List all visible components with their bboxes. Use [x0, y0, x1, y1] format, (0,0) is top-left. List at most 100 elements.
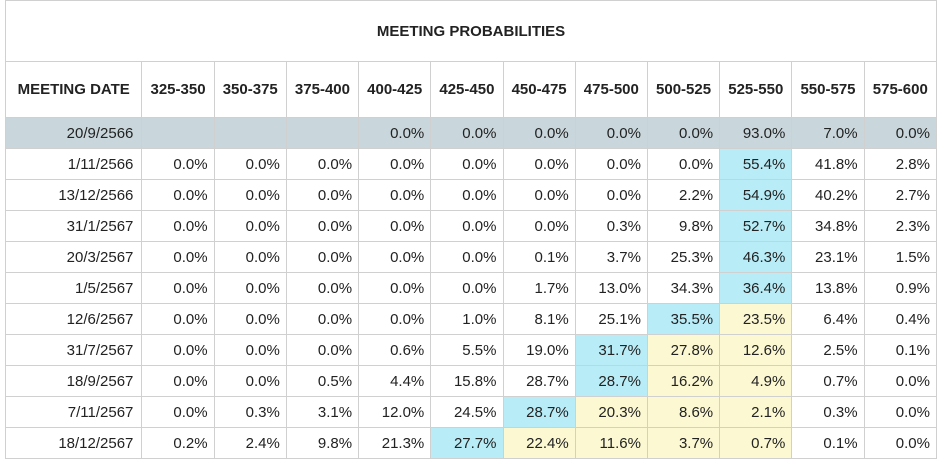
probability-cell: 0.0% [646, 117, 721, 149]
probability-cell: 0.9% [863, 272, 938, 304]
probability-cell: 4.9% [719, 365, 793, 397]
table-row: 31/1/2567 0.0% 0.0% 0.0% 0.0% 0.0% 0.0% 0.3% 9.8… [4, 210, 938, 242]
probability-cell: 0.0% [574, 148, 648, 180]
column-header-550-575: 550-575 [791, 61, 865, 118]
meeting-date-cell: 31/1/2567 [4, 210, 143, 242]
meeting-date-cell: 18/12/2567 [4, 427, 143, 459]
column-header-meeting-date: MEETING DATE [4, 61, 143, 118]
probability-cell: 8.1% [502, 303, 576, 335]
probability-cell: 2.5% [791, 334, 865, 366]
probability-cell: 24.5% [430, 396, 504, 428]
probability-cell: 0.0% [863, 365, 938, 397]
probability-cell: 3.7% [574, 241, 648, 273]
table-row: 18/9/2567 0.0% 0.0% 0.5% 4.4% 15.8% 28.7% 28.7%… [4, 365, 938, 397]
column-header-425-450: 425-450 [430, 61, 504, 118]
probability-cell: 1.7% [502, 272, 576, 304]
meeting-date-cell: 7/11/2567 [4, 396, 143, 428]
probability-cell: 28.7% [502, 365, 576, 397]
column-header-325-350: 325-350 [141, 61, 215, 118]
probability-cell: 93.0% [719, 117, 793, 149]
probability-cell: 2.8% [863, 148, 938, 180]
probability-cell: 0.0% [358, 241, 432, 273]
probability-cell: 0.0% [285, 148, 360, 180]
probability-cell: 0.0% [430, 117, 504, 149]
probability-cell: 5.5% [430, 334, 504, 366]
probability-cell: 0.0% [863, 117, 938, 149]
probability-cell: 13.0% [574, 272, 648, 304]
table-row: 18/12/2567 0.2% 2.4% 9.8% 21.3% 27.7% 22.4% 11.… [4, 427, 938, 459]
probability-cell: 0.0% [358, 303, 432, 335]
probability-cell: 6.4% [791, 303, 865, 335]
probability-cell: 2.2% [646, 179, 721, 211]
probability-cell: 16.2% [646, 365, 721, 397]
probability-cell: 0.1% [791, 427, 865, 459]
probability-cell: 0.0% [863, 427, 938, 459]
probability-cell: 0.0% [285, 272, 360, 304]
probability-cell: 36.4% [719, 272, 793, 304]
probability-cell: 35.5% [646, 303, 721, 335]
probability-cell: 0.4% [863, 303, 938, 335]
probability-cell: 0.0% [141, 210, 215, 242]
probability-cell: 0.0% [358, 148, 432, 180]
meeting-date-cell: 1/11/2566 [4, 148, 143, 180]
probability-cell: 0.0% [141, 241, 215, 273]
probability-cell: 25.3% [646, 241, 721, 273]
probability-cell: 0.0% [213, 241, 287, 273]
probability-cell: 0.6% [358, 334, 432, 366]
meeting-date-cell: 12/6/2567 [4, 303, 143, 335]
table-title: MEETING PROBABILITIES [5, 0, 937, 62]
meeting-probabilities-table: MEETING PROBABILITIES MEETING DATE 325-3… [4, 0, 938, 459]
table-row: 12/6/2567 0.0% 0.0% 0.0% 0.0% 1.0% 8.1% 25.1% 35… [4, 303, 938, 335]
probability-cell [213, 117, 287, 149]
column-header-400-425: 400-425 [358, 61, 432, 118]
probabilities-table-wrapper: MEETING PROBABILITIES MEETING DATE 325-3… [4, 0, 938, 459]
probability-cell: 3.7% [646, 427, 721, 459]
probability-cell: 0.0% [213, 210, 287, 242]
probability-cell [141, 117, 215, 149]
probability-cell: 9.8% [646, 210, 721, 242]
probability-cell: 22.4% [502, 427, 576, 459]
column-header-375-400: 375-400 [285, 61, 360, 118]
probability-cell: 0.0% [502, 210, 576, 242]
meeting-date-cell: 20/9/2566 [4, 117, 143, 149]
probability-cell: 20.3% [574, 396, 648, 428]
probability-cell: 25.1% [574, 303, 648, 335]
probability-cell: 0.0% [574, 117, 648, 149]
probability-cell: 34.8% [791, 210, 865, 242]
probability-cell: 28.7% [574, 365, 648, 397]
probability-cell: 0.7% [719, 427, 793, 459]
probability-cell: 0.0% [502, 179, 576, 211]
probability-cell: 34.3% [646, 272, 721, 304]
probability-cell: 27.8% [646, 334, 721, 366]
probability-cell: 0.0% [574, 179, 648, 211]
probability-cell: 15.8% [430, 365, 504, 397]
probability-cell: 2.7% [863, 179, 938, 211]
probability-cell: 0.0% [141, 334, 215, 366]
probability-cell: 9.8% [285, 427, 360, 459]
probability-cell: 0.7% [791, 365, 865, 397]
probability-cell: 23.1% [791, 241, 865, 273]
probability-cell: 0.0% [502, 117, 576, 149]
probability-cell: 0.0% [213, 365, 287, 397]
meeting-date-cell: 1/5/2567 [4, 272, 143, 304]
probability-cell: 0.1% [502, 241, 576, 273]
probability-cell: 0.0% [141, 303, 215, 335]
probability-cell: 0.0% [213, 272, 287, 304]
meeting-date-cell: 13/12/2566 [4, 179, 143, 211]
table-row: 1/5/2567 0.0% 0.0% 0.0% 0.0% 0.0% 1.7% 13.0% 34.… [4, 272, 938, 304]
probability-cell: 0.0% [863, 396, 938, 428]
probability-cell: 0.0% [430, 179, 504, 211]
meeting-date-cell: 31/7/2567 [4, 334, 143, 366]
table-body: 20/9/2566 0.0% 0.0% 0.0% 0.0% 0.0% 93.0% 7.0% 0.… [4, 117, 938, 459]
probability-cell: 0.2% [141, 427, 215, 459]
column-header-450-475: 450-475 [502, 61, 576, 118]
probability-cell: 13.8% [791, 272, 865, 304]
probability-cell: 0.5% [285, 365, 360, 397]
probability-cell: 12.0% [358, 396, 432, 428]
probability-cell: 2.4% [213, 427, 287, 459]
probability-cell: 19.0% [502, 334, 576, 366]
probability-cell: 0.0% [358, 117, 432, 149]
column-header-525-550: 525-550 [719, 61, 793, 118]
column-header-350-375: 350-375 [213, 61, 287, 118]
probability-cell: 27.7% [430, 427, 504, 459]
